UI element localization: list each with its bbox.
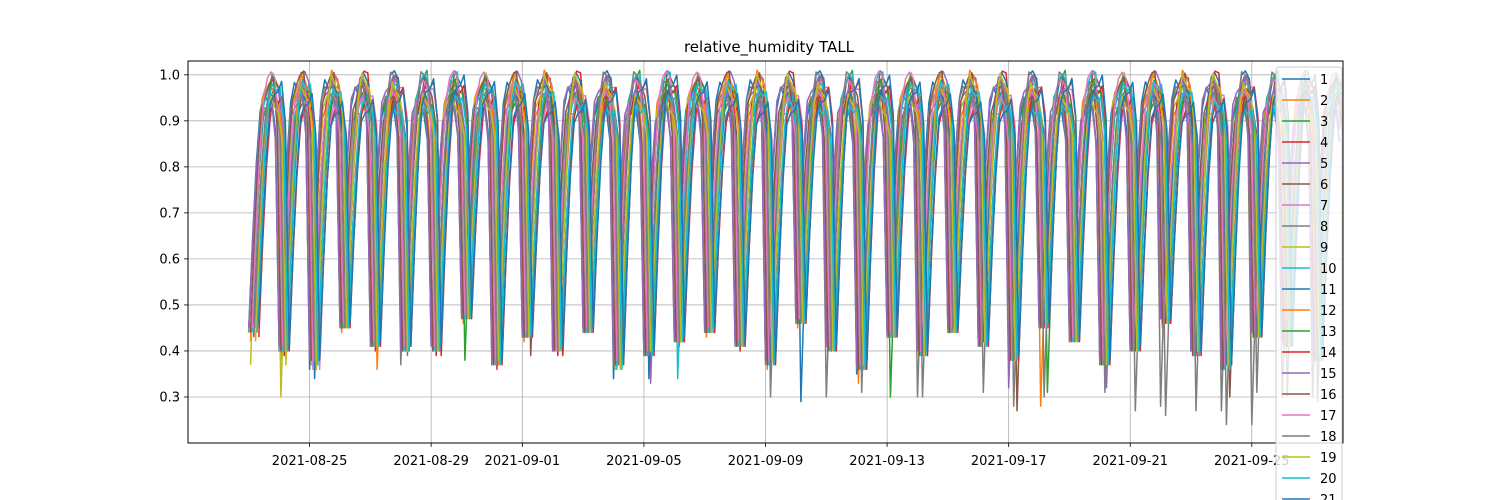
legend-label: 6 [1320,178,1328,193]
legend-box [1275,66,1343,500]
series-line-20 [256,80,1343,371]
legend: 123456789101112131415161718192021 [1275,66,1343,500]
legend-label: 19 [1320,451,1337,466]
series-line-15 [248,72,1340,389]
legend-label: 18 [1320,430,1337,445]
legend-label: 4 [1320,136,1328,151]
legend-label: 15 [1320,367,1337,382]
legend-label: 11 [1320,283,1337,298]
series-line-18 [253,70,1343,426]
y-tick-label: 0.3 [159,390,180,405]
axes: 0.3 0.4 0.5 0.6 0.7 0.8 0.9 1.0 2021-08-25 2021-0… [159,68,1289,469]
x-tick-label: 2021-08-25 [272,454,348,469]
legend-label: 9 [1320,241,1328,256]
x-tick-label: 2021-09-05 [606,454,682,469]
legend-label: 5 [1320,157,1328,172]
series-lines [248,69,1343,426]
y-tick-label: 0.8 [159,160,180,175]
series-line-16 [249,70,1342,371]
legend-label: 20 [1320,472,1337,487]
y-tick-label: 0.9 [159,114,180,129]
legend-label: 10 [1320,262,1337,277]
legend-label: 8 [1320,220,1328,235]
legend-label: 1 [1320,73,1328,88]
legend-label: 2 [1320,94,1328,109]
x-tick-label: 2021-09-17 [971,454,1047,469]
legend-label: 17 [1320,409,1337,424]
series-line-17 [251,70,1343,371]
legend-label: 7 [1320,199,1328,214]
legend-label: 13 [1320,325,1337,340]
y-tick-label: 1.0 [159,68,180,83]
legend-label: 12 [1320,304,1337,319]
y-tick-label: 0.6 [159,252,180,267]
legend-label: 21 [1320,493,1337,500]
series-line-19 [254,72,1343,371]
legend-label: 14 [1320,346,1337,361]
x-tick-label: 2021-09-25 [1214,454,1290,469]
x-tick-label: 2021-09-09 [728,454,804,469]
y-tick-label: 0.7 [159,206,180,221]
legend-label: 3 [1320,115,1328,130]
y-tick-label: 0.4 [159,344,180,359]
x-tick-label: 2021-09-13 [849,454,925,469]
chart-title: relative_humidity TALL [684,38,855,57]
plot-frame [187,60,1344,444]
legend-label: 16 [1320,388,1337,403]
x-tick-label: 2021-09-21 [1092,454,1168,469]
x-tick-label: 2021-09-01 [485,454,561,469]
series-line-21 [258,74,1343,366]
y-tick-label: 0.5 [159,298,180,313]
x-tick-label: 2021-08-29 [393,454,469,469]
